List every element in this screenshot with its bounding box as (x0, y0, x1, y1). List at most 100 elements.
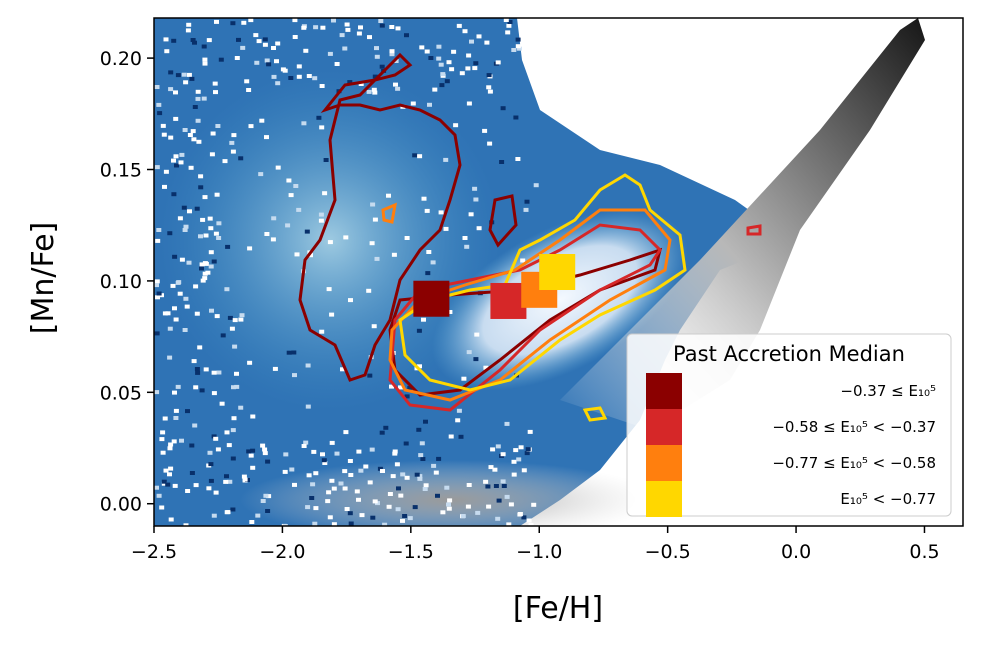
histogram-cell (238, 156, 244, 161)
histogram-cell (186, 260, 192, 265)
histogram-cell (171, 38, 177, 43)
histogram-cell (241, 20, 247, 25)
x-tick-label: −2.0 (259, 541, 305, 563)
histogram-cell (461, 376, 467, 381)
histogram-cell (154, 165, 160, 170)
histogram-cell (433, 470, 439, 475)
histogram-cell (255, 513, 261, 518)
histogram-cell (372, 217, 378, 222)
histogram-cell (209, 308, 214, 313)
histogram-cell (249, 520, 255, 524)
histogram-cell (389, 25, 395, 29)
histogram-cell (160, 430, 166, 435)
histogram-cell (209, 152, 215, 157)
histogram-cell (392, 449, 398, 454)
histogram-cell (342, 469, 348, 474)
histogram-cell (211, 513, 217, 518)
histogram-cell (296, 207, 302, 212)
histogram-cell (211, 259, 217, 264)
x-tick-label: 0.5 (909, 541, 939, 563)
histogram-cell (170, 283, 176, 288)
histogram-cell (271, 74, 277, 79)
histogram-cell (283, 452, 289, 457)
histogram-cell (266, 494, 272, 499)
histogram-cell (161, 132, 167, 137)
histogram-cell (448, 434, 454, 439)
histogram-cell (171, 158, 176, 163)
histogram-cell (440, 510, 446, 515)
histogram-cell (177, 291, 183, 296)
histogram-cell (167, 472, 172, 477)
legend-swatch (646, 445, 682, 481)
histogram-cell (218, 57, 224, 62)
histogram-cell (347, 80, 353, 85)
histogram-cell (393, 82, 398, 87)
histogram-cell (490, 447, 496, 452)
histogram-cell (195, 96, 201, 101)
histogram-cell (159, 437, 165, 442)
plot-frame (153, 17, 964, 527)
median-point (413, 280, 450, 317)
histogram-cell (391, 252, 397, 257)
histogram-cell (395, 507, 401, 512)
histogram-cell (435, 493, 440, 498)
histogram-cell (289, 467, 295, 472)
histogram-cell (501, 484, 507, 488)
x-tick-label: −1.5 (388, 541, 434, 563)
histogram-cell (197, 345, 203, 350)
histogram-cell (262, 451, 268, 456)
legend-title: Past Accretion Median (673, 342, 905, 366)
histogram-cell (192, 40, 197, 45)
histogram-cell (339, 33, 345, 38)
histogram-cell (165, 482, 171, 487)
histogram-cell (208, 250, 214, 255)
histogram-cell (446, 60, 452, 65)
histogram-cell (185, 409, 190, 414)
histogram-cell (185, 489, 191, 493)
histogram-cell (259, 118, 265, 123)
histogram-cell (246, 88, 252, 92)
histogram-cell (389, 384, 394, 389)
histogram-cell (230, 507, 236, 512)
histogram-cell (226, 443, 232, 448)
histogram-cell (260, 443, 266, 448)
histogram-cell (419, 45, 425, 50)
histogram-cell (246, 449, 252, 454)
histogram-cell (311, 449, 317, 454)
histogram-cell (154, 283, 159, 288)
histogram-cell (250, 465, 256, 470)
histogram-cell (173, 408, 179, 413)
histogram-cell (188, 165, 194, 170)
histogram-cell (303, 48, 309, 53)
histogram-cell (206, 486, 212, 491)
histogram-cell (487, 89, 493, 94)
histogram-cell (412, 153, 418, 158)
histogram-cell (207, 216, 213, 221)
histogram-cell (168, 442, 174, 447)
histogram-cell (533, 183, 539, 188)
histogram-cell (517, 512, 523, 516)
histogram-cell (416, 328, 422, 333)
histogram-cell (202, 57, 208, 62)
histogram-cell (370, 202, 376, 207)
histogram-cell (386, 504, 392, 509)
histogram-cell (189, 443, 195, 448)
histogram-cell (157, 111, 163, 116)
histogram-cell (256, 39, 262, 44)
histogram-cell (173, 416, 179, 420)
y-tick-label: 0.20 (100, 48, 142, 70)
histogram-cell (253, 33, 259, 38)
histogram-cell (173, 90, 178, 95)
histogram-cell (182, 128, 188, 132)
histogram-cell (527, 429, 533, 434)
histogram-cell (214, 192, 220, 197)
histogram-cell (404, 236, 410, 240)
histogram-cell (500, 479, 506, 484)
histogram-cell (372, 499, 378, 504)
histogram-cell (208, 462, 214, 467)
histogram-cell (224, 510, 230, 515)
histogram-cell (476, 34, 482, 39)
histogram-cell (215, 124, 221, 128)
histogram-cell (229, 326, 235, 331)
legend-entry-label: E₁₀⁵ < −0.77 (840, 490, 936, 508)
